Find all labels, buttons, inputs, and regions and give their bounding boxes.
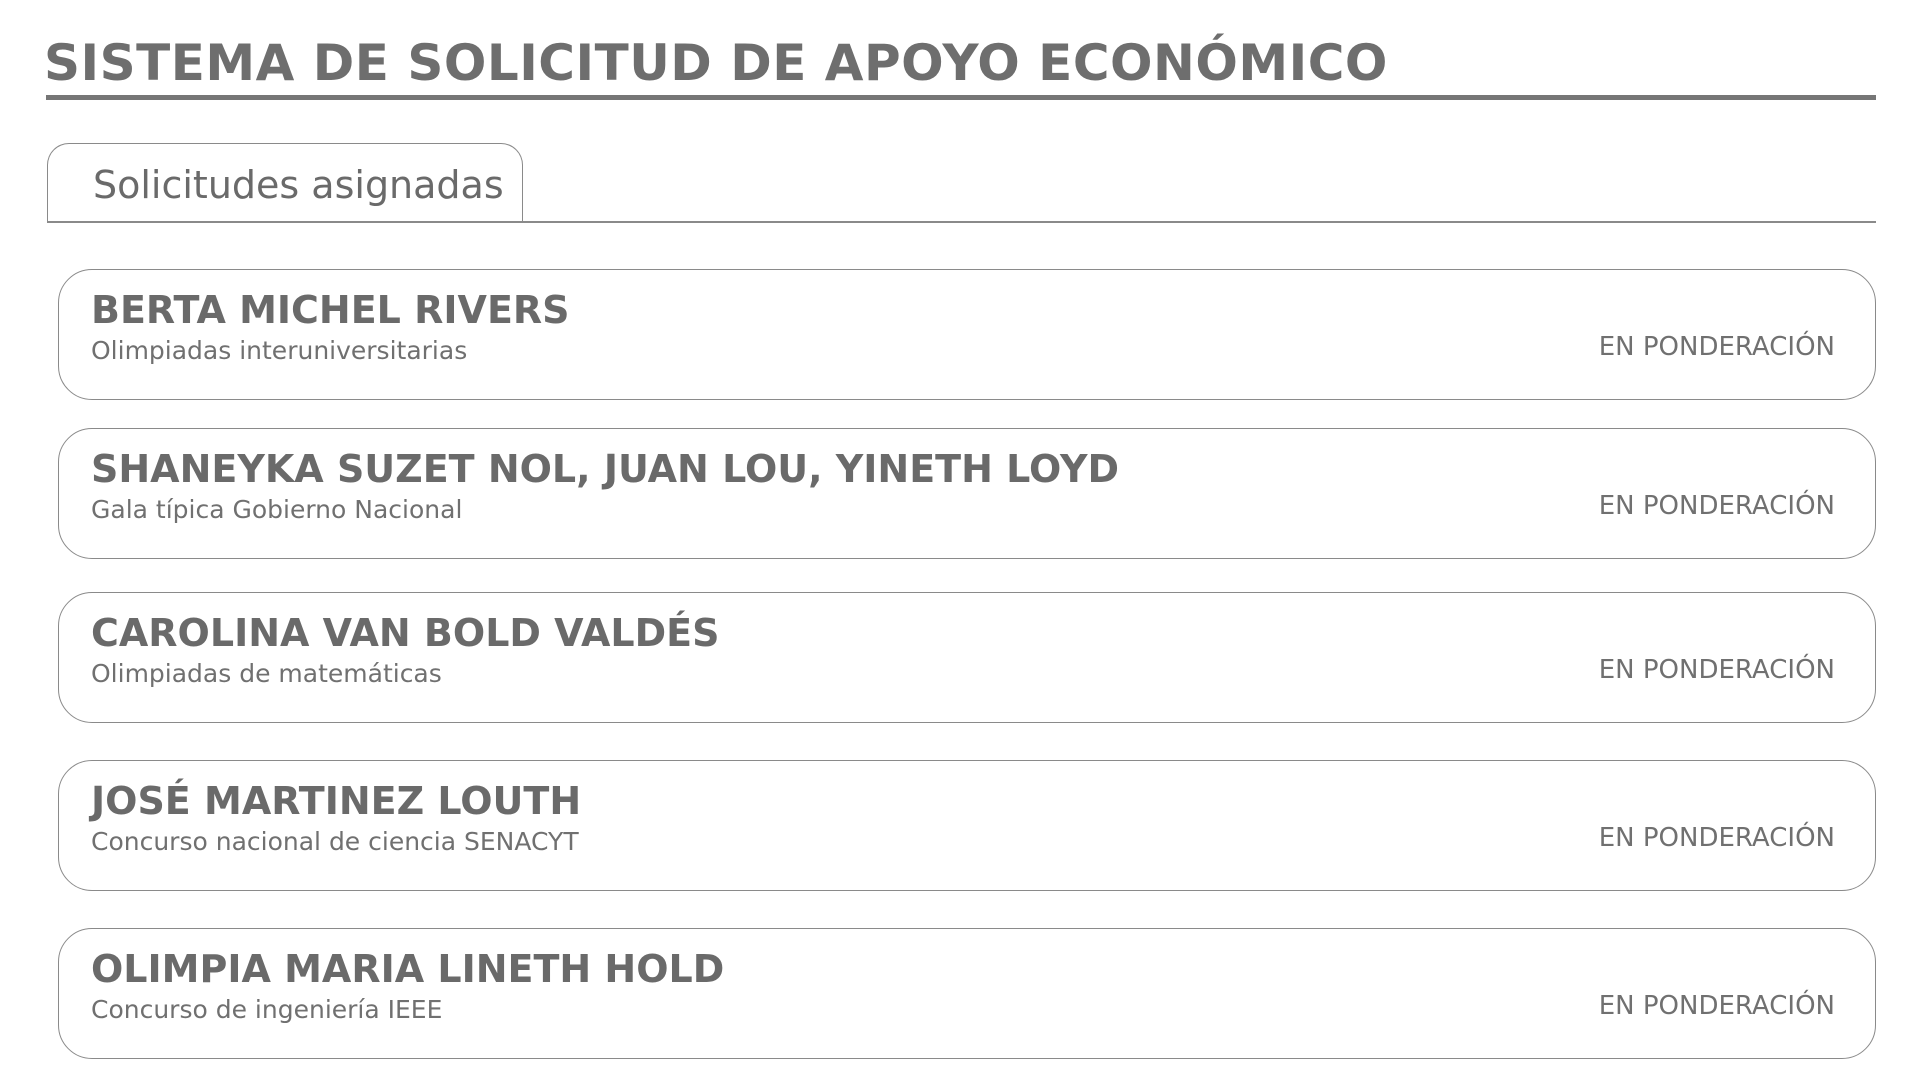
applicant-name: JOSÉ MARTINEZ LOUTH bbox=[91, 779, 582, 823]
title-underline bbox=[46, 95, 1876, 100]
applicant-name: CAROLINA VAN BOLD VALDÉS bbox=[91, 611, 720, 655]
status-label: EN PONDERACIÓN bbox=[1598, 823, 1835, 853]
applicant-name: SHANEYKA SUZET NOL, JUAN LOU, YINETH LOY… bbox=[91, 447, 1120, 491]
applicant-name: OLIMPIA MARIA LINETH HOLD bbox=[91, 947, 725, 991]
status-label: EN PONDERACIÓN bbox=[1598, 991, 1835, 1021]
status-label: EN PONDERACIÓN bbox=[1598, 655, 1835, 685]
tab-bar-divider bbox=[47, 221, 1876, 223]
page-title: SISTEMA DE SOLICITUD DE APOYO ECONÓMICO bbox=[44, 34, 1388, 92]
event-name: Concurso de ingeniería IEEE bbox=[91, 995, 443, 1024]
event-name: Olimpiadas interuniversitarias bbox=[91, 336, 468, 365]
event-name: Olimpiadas de matemáticas bbox=[91, 659, 442, 688]
event-name: Concurso nacional de ciencia SENACYT bbox=[91, 827, 579, 856]
event-name: Gala típica Gobierno Nacional bbox=[91, 495, 463, 524]
status-label: EN PONDERACIÓN bbox=[1598, 491, 1835, 521]
tab-solicitudes-asignadas[interactable]: Solicitudes asignadas bbox=[47, 143, 523, 222]
request-card[interactable]: OLIMPIA MARIA LINETH HOLD Concurso de in… bbox=[58, 928, 1876, 1059]
request-card[interactable]: CAROLINA VAN BOLD VALDÉS Olimpiadas de m… bbox=[58, 592, 1876, 723]
request-card[interactable]: JOSÉ MARTINEZ LOUTH Concurso nacional de… bbox=[58, 760, 1876, 891]
status-label: EN PONDERACIÓN bbox=[1598, 332, 1835, 362]
applicant-name: BERTA MICHEL RIVERS bbox=[91, 288, 570, 332]
request-card[interactable]: SHANEYKA SUZET NOL, JUAN LOU, YINETH LOY… bbox=[58, 428, 1876, 559]
request-card[interactable]: BERTA MICHEL RIVERS Olimpiadas interuniv… bbox=[58, 269, 1876, 400]
tab-label: Solicitudes asignadas bbox=[93, 163, 504, 207]
